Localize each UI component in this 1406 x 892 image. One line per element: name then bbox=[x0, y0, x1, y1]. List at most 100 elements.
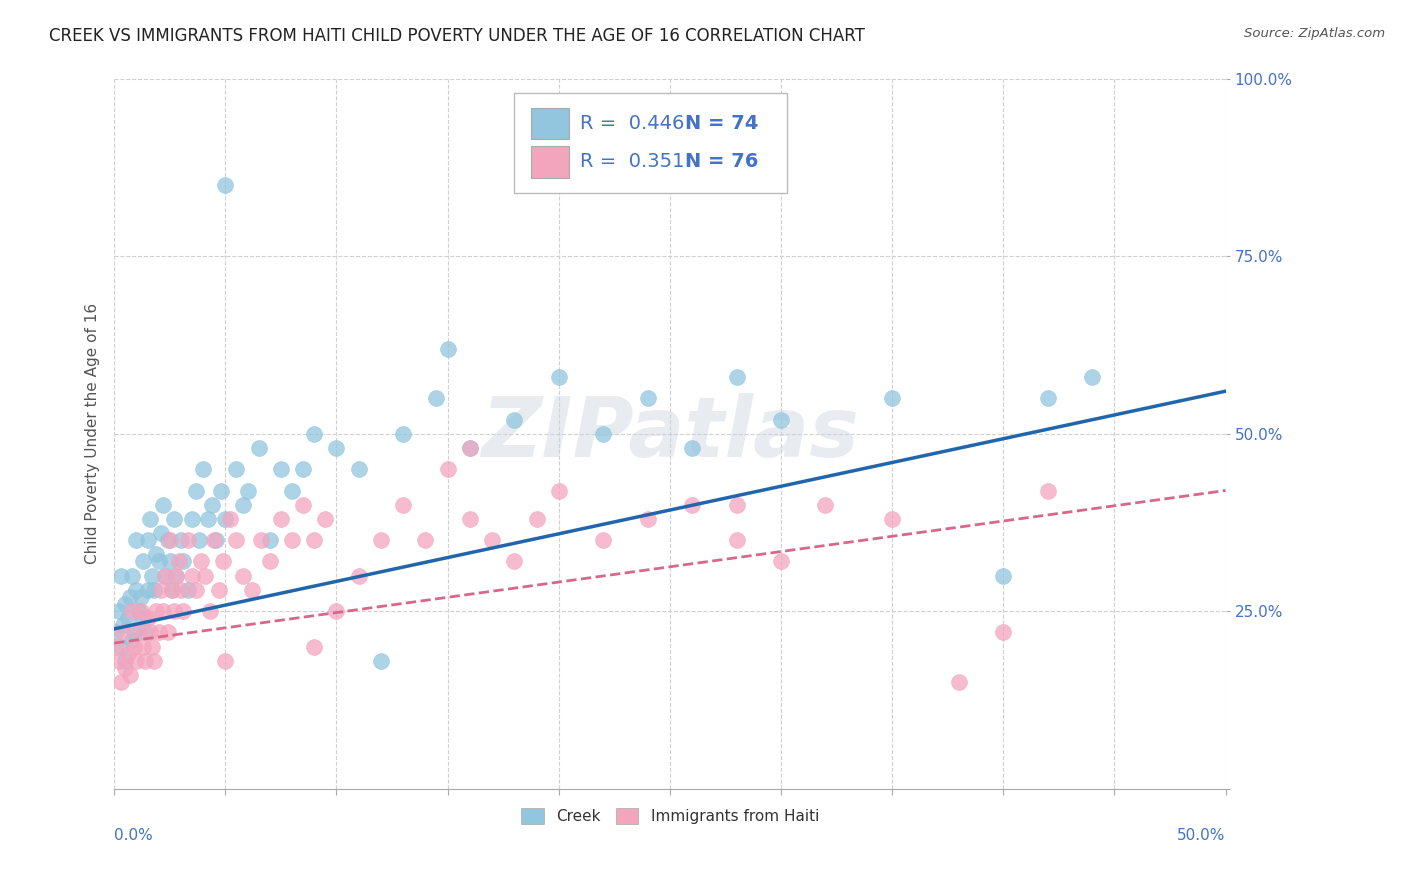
Point bbox=[637, 392, 659, 406]
Point bbox=[176, 582, 198, 597]
Point bbox=[347, 462, 370, 476]
Point bbox=[681, 498, 703, 512]
Point bbox=[292, 462, 315, 476]
Point bbox=[325, 604, 347, 618]
Text: ZIPatlas: ZIPatlas bbox=[481, 393, 859, 475]
Point bbox=[110, 675, 132, 690]
Point bbox=[194, 568, 217, 582]
Point bbox=[187, 533, 209, 548]
Point bbox=[114, 597, 136, 611]
Point bbox=[415, 533, 437, 548]
Point bbox=[139, 625, 162, 640]
Point bbox=[114, 661, 136, 675]
Point bbox=[155, 568, 177, 582]
Point bbox=[503, 554, 526, 568]
Point bbox=[125, 582, 148, 597]
Point bbox=[136, 533, 159, 548]
Point bbox=[139, 512, 162, 526]
Point bbox=[592, 426, 614, 441]
Point bbox=[814, 498, 837, 512]
Point bbox=[149, 526, 172, 541]
Point bbox=[392, 498, 415, 512]
Point bbox=[170, 582, 193, 597]
Point bbox=[129, 590, 152, 604]
Point bbox=[218, 512, 240, 526]
Point bbox=[105, 625, 128, 640]
Point bbox=[152, 498, 174, 512]
Point bbox=[143, 582, 166, 597]
Point bbox=[112, 618, 135, 632]
Point bbox=[132, 640, 155, 654]
Point bbox=[214, 178, 236, 193]
Point bbox=[148, 554, 170, 568]
Point bbox=[128, 625, 150, 640]
Point bbox=[128, 604, 150, 618]
Point bbox=[125, 654, 148, 668]
Text: R =  0.351: R = 0.351 bbox=[579, 153, 685, 171]
Point bbox=[1036, 483, 1059, 498]
Point bbox=[208, 582, 231, 597]
Point bbox=[191, 462, 214, 476]
Point bbox=[172, 604, 194, 618]
FancyBboxPatch shape bbox=[515, 93, 786, 193]
Point bbox=[156, 533, 179, 548]
Y-axis label: Child Poverty Under the Age of 16: Child Poverty Under the Age of 16 bbox=[86, 303, 100, 565]
Point bbox=[121, 632, 143, 647]
Point bbox=[993, 568, 1015, 582]
Point bbox=[436, 462, 458, 476]
Point bbox=[121, 604, 143, 618]
Point bbox=[314, 512, 336, 526]
Point bbox=[481, 533, 503, 548]
Point bbox=[209, 483, 232, 498]
Point bbox=[458, 512, 481, 526]
Point bbox=[225, 462, 247, 476]
Point bbox=[148, 625, 170, 640]
Point bbox=[167, 554, 190, 568]
Point bbox=[118, 668, 141, 682]
Point bbox=[202, 533, 225, 548]
Point bbox=[637, 512, 659, 526]
Point bbox=[117, 647, 139, 661]
Text: R =  0.446: R = 0.446 bbox=[579, 114, 685, 133]
Point bbox=[725, 370, 748, 384]
Point bbox=[281, 483, 304, 498]
Point bbox=[145, 604, 167, 618]
Point bbox=[302, 426, 325, 441]
Point bbox=[165, 568, 187, 582]
Point bbox=[725, 498, 748, 512]
Text: 50.0%: 50.0% bbox=[1177, 828, 1226, 843]
Point bbox=[129, 604, 152, 618]
FancyBboxPatch shape bbox=[531, 108, 569, 139]
Point bbox=[681, 441, 703, 455]
Point bbox=[165, 568, 187, 582]
Point bbox=[302, 640, 325, 654]
Point bbox=[270, 462, 292, 476]
Point bbox=[110, 640, 132, 654]
Point bbox=[201, 498, 224, 512]
Point bbox=[163, 604, 186, 618]
Point bbox=[503, 412, 526, 426]
Point bbox=[214, 654, 236, 668]
Point bbox=[292, 498, 315, 512]
Point bbox=[163, 512, 186, 526]
Point bbox=[370, 533, 392, 548]
Point bbox=[149, 582, 172, 597]
Legend: Creek, Immigrants from Haiti: Creek, Immigrants from Haiti bbox=[513, 801, 827, 832]
Text: CREEK VS IMMIGRANTS FROM HAITI CHILD POVERTY UNDER THE AGE OF 16 CORRELATION CHA: CREEK VS IMMIGRANTS FROM HAITI CHILD POV… bbox=[49, 27, 865, 45]
Point bbox=[347, 568, 370, 582]
Point bbox=[458, 441, 481, 455]
Point bbox=[769, 412, 792, 426]
Point bbox=[172, 554, 194, 568]
Point bbox=[425, 392, 447, 406]
Point bbox=[547, 483, 569, 498]
Point bbox=[225, 533, 247, 548]
Point bbox=[232, 568, 254, 582]
Point bbox=[302, 533, 325, 548]
Text: 0.0%: 0.0% bbox=[114, 828, 153, 843]
Point bbox=[197, 512, 219, 526]
Point bbox=[270, 512, 292, 526]
Point bbox=[198, 604, 221, 618]
Point bbox=[236, 483, 259, 498]
Point bbox=[250, 533, 273, 548]
Point bbox=[592, 533, 614, 548]
